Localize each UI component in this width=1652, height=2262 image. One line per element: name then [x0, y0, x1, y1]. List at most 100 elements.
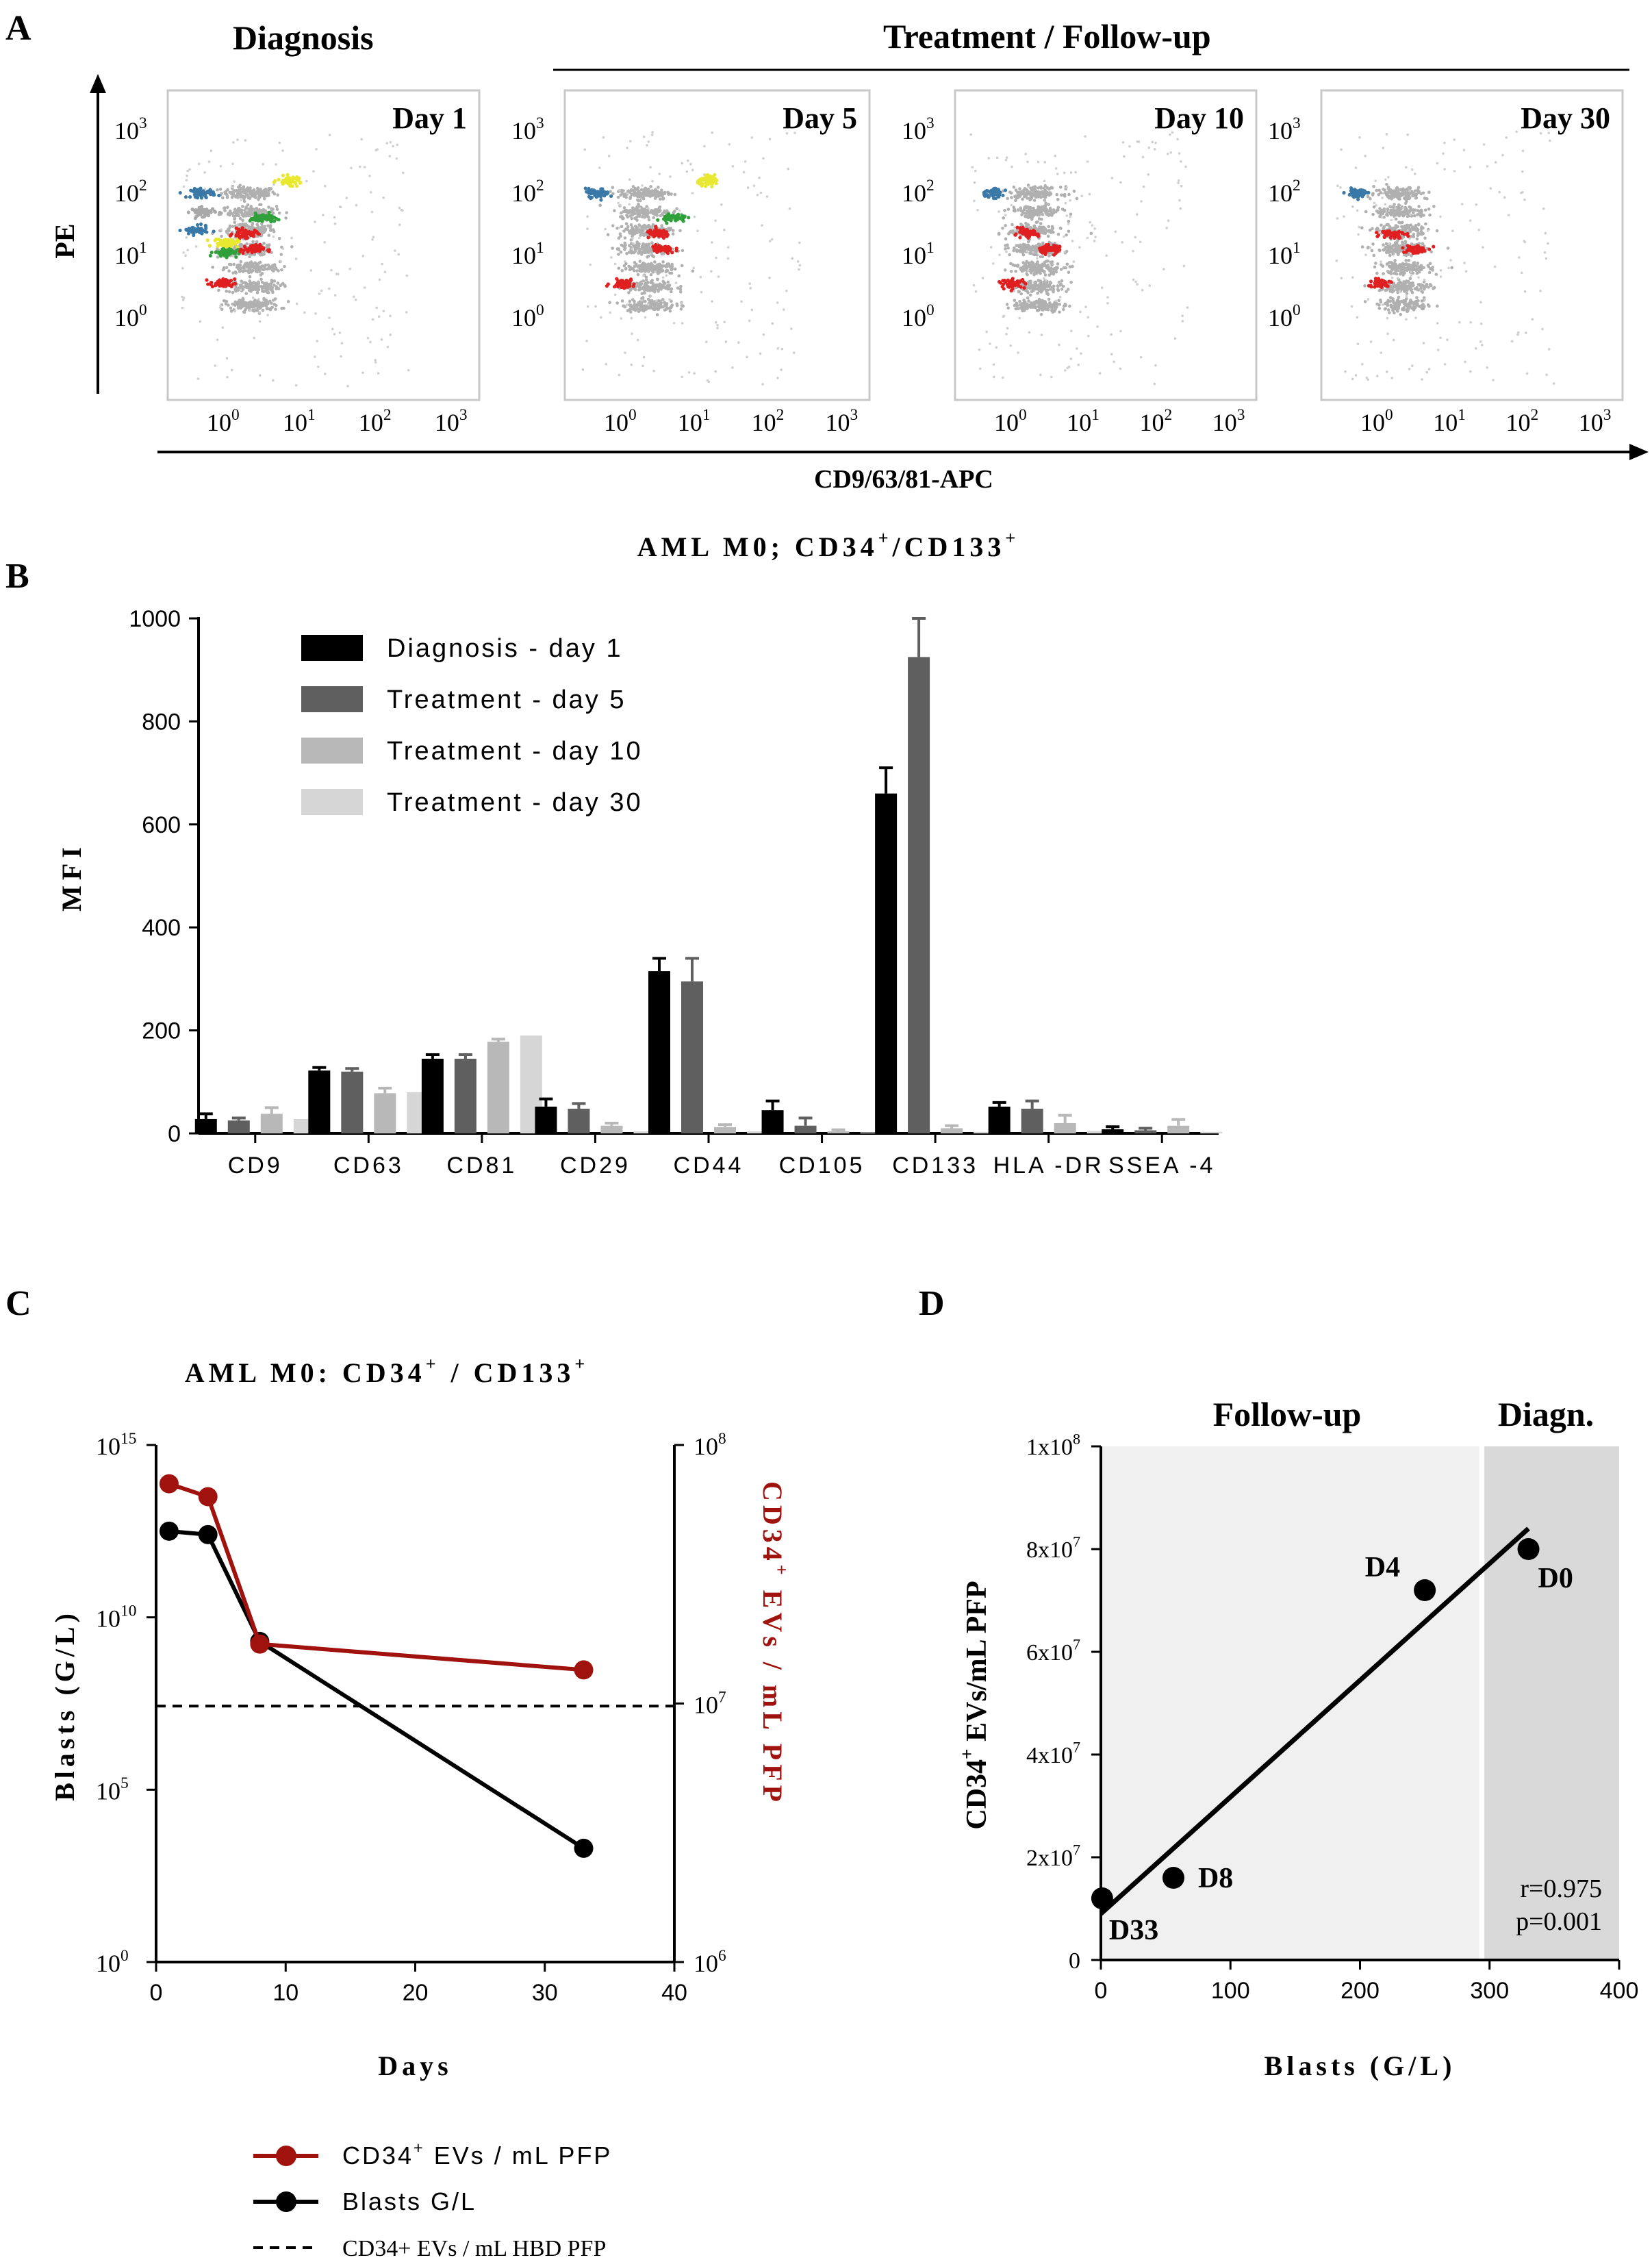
cluster-event-blue [199, 222, 203, 226]
gray-event [1047, 273, 1052, 277]
gray-event [1075, 197, 1079, 201]
gray-event [1038, 279, 1042, 283]
gray-event [271, 208, 275, 211]
scatter-event [742, 171, 746, 174]
scatter-event [345, 197, 348, 199]
cluster-event-red [241, 251, 245, 255]
gray-event [1006, 208, 1011, 211]
gray-event [1020, 269, 1024, 273]
gray-event [629, 229, 633, 232]
gray-event [637, 266, 641, 270]
gray-event [1030, 271, 1033, 275]
scatter-event [972, 284, 976, 287]
gray-event [1058, 310, 1061, 314]
gray-event [1026, 273, 1029, 277]
gray-event [221, 268, 225, 272]
scatter-event [1178, 199, 1181, 202]
gray-event [245, 192, 249, 197]
scatter-event [628, 178, 631, 181]
scatter-event [209, 149, 213, 152]
cluster-event-blue [987, 195, 991, 199]
gray-event [622, 247, 626, 251]
gray-event [1009, 269, 1013, 273]
cluster-event-green [226, 249, 230, 253]
scatter-event [641, 364, 644, 368]
gray-event [253, 303, 257, 307]
gray-event [1035, 284, 1039, 288]
cluster-event-red [652, 230, 657, 235]
gray-event [1403, 225, 1406, 228]
cluster-event-red [1019, 230, 1024, 235]
gray-event [1388, 205, 1392, 209]
gray-event [1045, 190, 1049, 194]
flow-y-tick: 101 [902, 239, 935, 269]
gray-event [262, 197, 266, 201]
scatter-event [987, 157, 991, 160]
scatter-event [693, 372, 696, 375]
gray-event [670, 290, 673, 294]
scatter-event [998, 253, 1001, 256]
gray-event [227, 212, 230, 215]
scatter-event [1054, 167, 1058, 170]
gray-event [1020, 213, 1024, 216]
scatter-event [638, 226, 641, 229]
cluster-event-red [1022, 229, 1027, 233]
gray-event [1049, 288, 1052, 291]
gray-event [1040, 307, 1044, 312]
gray-event [1030, 214, 1034, 218]
gray-event [648, 225, 652, 229]
gray-event [215, 247, 219, 251]
scatter-event [791, 257, 794, 260]
cluster-event-green [664, 217, 668, 221]
cluster-event-red [1047, 247, 1051, 251]
scatter-event [1186, 306, 1189, 309]
scatter-event [989, 246, 993, 249]
gray-event [635, 227, 638, 231]
gray-event [225, 289, 229, 293]
gray-event [645, 266, 649, 271]
gray-event [1388, 190, 1391, 194]
gray-event [1435, 229, 1439, 233]
gray-event [636, 273, 640, 277]
gray-event [266, 290, 269, 294]
scatter-event [382, 196, 385, 199]
gray-event [223, 209, 227, 212]
gray-event [1042, 229, 1046, 232]
scatter-event [389, 334, 392, 336]
gray-event [1015, 301, 1018, 305]
gray-event [1017, 307, 1020, 311]
gray-event [663, 264, 668, 268]
scatter-event [762, 157, 765, 160]
flow-x-tick: 103 [1579, 406, 1612, 436]
gray-event [274, 307, 277, 311]
scatter-event [244, 139, 247, 142]
gray-event [1038, 211, 1042, 215]
scatter-event [1043, 277, 1045, 280]
flow-plot-frame [563, 89, 871, 401]
gray-event [1006, 197, 1010, 201]
gray-event [644, 278, 648, 281]
scatter-event [1147, 173, 1150, 176]
gray-event [1044, 201, 1047, 205]
scatter-event [776, 347, 780, 350]
cluster-event-red [605, 284, 609, 288]
scatter-event [1093, 227, 1096, 230]
cluster-event-red [661, 236, 666, 240]
cluster-event-blue [187, 229, 191, 233]
scatter-event [303, 311, 306, 314]
scatter-event [1080, 352, 1082, 355]
gray-event [1016, 196, 1020, 199]
scatter-event [995, 156, 999, 160]
gray-event [228, 224, 232, 228]
gray-event [652, 209, 656, 213]
gray-event [1409, 205, 1412, 210]
cluster-event-blue [599, 198, 603, 202]
gray-event [1030, 197, 1033, 201]
gray-event [1013, 246, 1016, 250]
scatter-event [281, 247, 285, 250]
scatter-event [394, 249, 396, 252]
scatter-event [985, 330, 988, 334]
cluster-event-yellow [704, 178, 709, 182]
